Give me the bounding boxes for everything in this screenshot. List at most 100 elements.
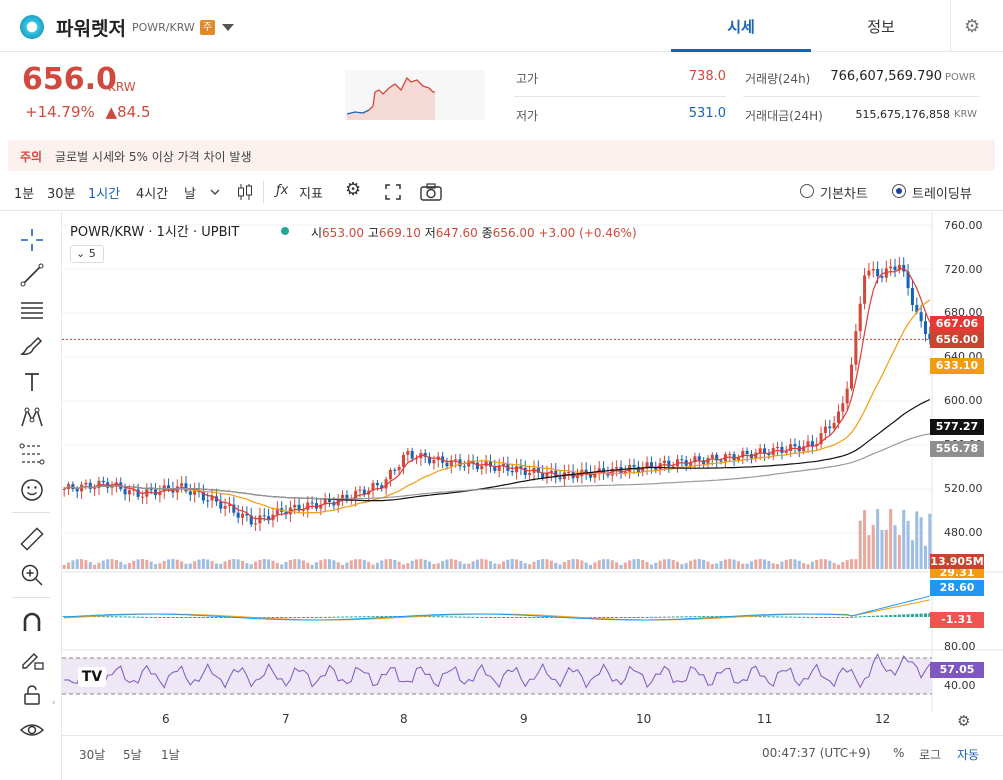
volume-bar [628,560,632,569]
ma-gray-badge: 556.78 [930,441,984,457]
candle-body [615,467,619,469]
macd-histogram-bar [136,616,140,618]
macd-histogram-bar [323,616,327,618]
auto-toggle[interactable]: 자동 [957,748,980,762]
price-chart[interactable] [62,212,1003,780]
percent-toggle[interactable]: % [893,746,905,760]
interval-1m[interactable]: 1분 [14,187,35,202]
indicator-button[interactable]: 지표 [299,187,323,202]
range-1d[interactable]: 1날 [161,748,180,762]
range-30d[interactable]: 30날 [79,748,106,762]
tab-quote[interactable]: 시세 [671,0,811,52]
volume-bar [858,520,862,569]
macd-histogram-bar [845,617,849,618]
macd-signal-badge: 29.31 [930,569,984,578]
volume-bar [188,563,192,569]
crosshair-icon[interactable] [18,226,46,254]
radio-basic-chart[interactable] [800,184,814,198]
candle-body [180,483,184,487]
axis-settings-icon[interactable]: ⚙ [957,712,971,730]
candle-body [497,465,501,471]
volume-bar [119,561,123,569]
clock[interactable]: 00:47:37 (UTC+9) [762,746,871,760]
macd-histogram-bar [328,616,332,618]
candle-body [850,364,854,389]
change-absolute: ▲84.5 [105,103,151,121]
candle-body [667,460,671,467]
divider [514,96,726,97]
macd-histogram-bar [615,617,619,618]
basic-chart-label[interactable]: 기본차트 [820,187,868,202]
gear-icon[interactable]: ⚙ [964,16,981,37]
camera-icon[interactable] [420,183,442,201]
volume-bar [575,559,579,569]
brush-icon[interactable] [18,332,46,360]
macd-histogram-bar [610,617,614,618]
lock-icon[interactable] [18,681,46,709]
volume-bar [606,559,610,569]
macd-histogram-bar [654,616,658,618]
candle-body [140,496,144,498]
coin-name[interactable]: 파워렛저 [56,18,126,40]
volume-bar [889,509,893,569]
interval-4h[interactable]: 4시간 [136,187,169,202]
fib-lines-icon[interactable] [18,296,46,324]
range-5d[interactable]: 5날 [123,748,142,762]
fx-icon[interactable]: ƒx [276,183,289,198]
volume-bar [545,559,549,569]
candle-body [763,448,767,454]
trendline-icon[interactable] [18,261,46,289]
volume-bar [745,563,749,569]
indicator-collapse-button[interactable]: ⌄ 5 [70,245,104,263]
volume-bar [758,559,762,569]
collapse-toolbar-icon[interactable]: ‹ [52,698,56,708]
ruler-icon[interactable] [18,525,46,553]
fullscreen-icon[interactable] [385,184,401,200]
volume-bar [697,559,701,569]
interval-day[interactable]: 날 [184,187,196,202]
last-price-badge: 656.00 [930,332,984,348]
tab-info[interactable]: 정보 [867,18,895,36]
chevron-down-icon[interactable] [209,187,221,197]
candle-body [680,459,684,461]
settings-icon[interactable]: ⚙ [345,179,362,200]
macd-histogram-bar [854,616,858,618]
volume-bar [358,559,362,569]
volume-bar [67,562,71,569]
prediction-icon[interactable] [18,440,46,468]
radio-tradingview[interactable] [892,184,906,198]
volume-bar [506,559,510,569]
macd-histogram-bar [445,616,449,618]
candle-body [158,491,162,496]
candle-body [745,450,749,454]
candle-body [519,466,523,468]
lock-pencil-icon[interactable] [18,645,46,673]
text-icon[interactable] [18,368,46,396]
volume-bar [475,559,479,569]
candle-body [93,487,97,489]
volume-bar [589,564,593,569]
chevron-down-icon[interactable] [222,24,234,31]
pair-label[interactable]: POWR/KRW [132,21,195,34]
volume-bar [436,563,440,569]
candle-body [754,452,758,459]
log-toggle[interactable]: 로그 [919,748,942,762]
chevron-down-icon: ⌄ [76,247,86,260]
y-tick: 720.00 [944,263,983,276]
pattern-icon[interactable] [18,404,46,432]
candles-icon[interactable] [236,182,254,202]
candle-body [75,489,79,492]
smiley-icon[interactable] [18,476,46,504]
magnet-icon[interactable] [18,609,46,637]
interval-30m[interactable]: 30분 [47,187,76,202]
interval-1h[interactable]: 1시간 [88,187,121,202]
volume-bar [458,561,462,569]
candle-body [649,462,653,467]
volume-bar [580,560,584,569]
volume-bar [610,560,614,569]
eye-icon[interactable] [18,716,46,744]
tradingview-label[interactable]: 트레이딩뷰 [912,187,972,202]
volume-bar [736,561,740,569]
zoom-in-icon[interactable] [18,561,46,589]
candle-body [632,464,636,467]
